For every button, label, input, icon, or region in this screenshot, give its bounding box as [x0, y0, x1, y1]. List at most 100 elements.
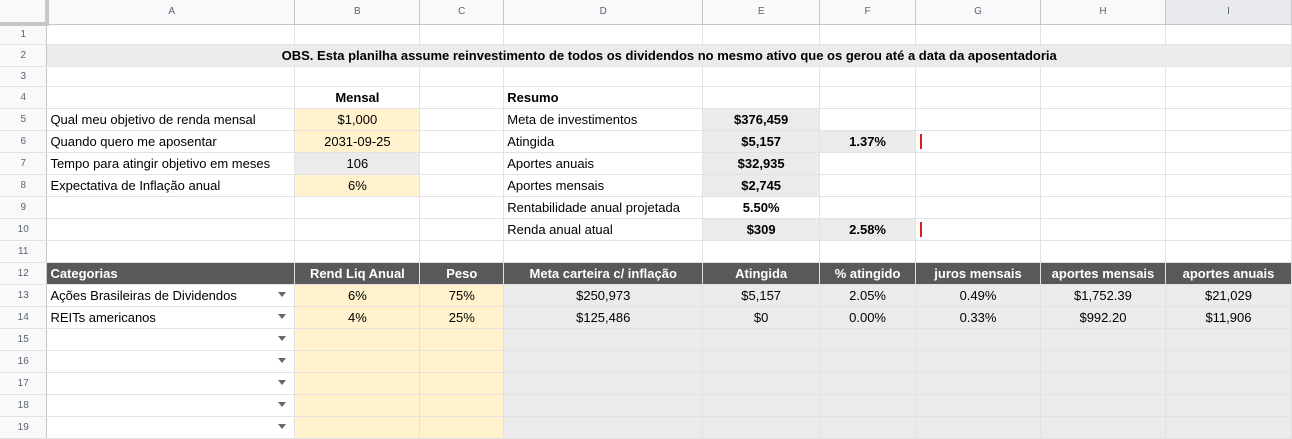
table-cell[interactable]: $11,906: [1165, 306, 1292, 329]
table-cell[interactable]: $5,157: [702, 284, 821, 307]
input-label[interactable]: Expectativa de Inflação anual: [46, 174, 296, 197]
category-dropdown[interactable]: REITs americanos: [46, 306, 296, 329]
cell[interactable]: [1165, 240, 1292, 263]
row-header[interactable]: 19: [0, 416, 48, 439]
table-header-juros[interactable]: juros mensais: [915, 262, 1041, 285]
sparkline-cell[interactable]: [915, 218, 1041, 241]
chevron-down-icon[interactable]: [278, 357, 287, 363]
table-cell[interactable]: 2.05%: [819, 284, 917, 307]
resumo-label[interactable]: Atingida: [503, 130, 704, 153]
cell[interactable]: [702, 240, 821, 263]
table-cell[interactable]: [1165, 372, 1292, 395]
chevron-down-icon[interactable]: [278, 423, 287, 429]
table-cell[interactable]: [294, 394, 421, 417]
table-cell[interactable]: [1040, 372, 1166, 395]
category-dropdown[interactable]: [46, 394, 296, 417]
column-header-b[interactable]: B: [294, 0, 421, 25]
category-dropdown[interactable]: [46, 416, 296, 439]
cell[interactable]: [819, 108, 917, 131]
cell[interactable]: [702, 24, 821, 45]
cell[interactable]: [702, 86, 821, 109]
table-header-peso[interactable]: Peso: [419, 262, 505, 285]
resumo-percent[interactable]: 1.37%: [819, 130, 917, 153]
table-cell[interactable]: [1040, 350, 1166, 373]
resumo-value[interactable]: $376,459: [702, 108, 821, 131]
cell[interactable]: [1165, 130, 1292, 153]
cell[interactable]: [1165, 218, 1292, 241]
cell[interactable]: [294, 24, 421, 45]
cell[interactable]: [819, 24, 917, 45]
table-cell[interactable]: [819, 328, 917, 351]
table-cell[interactable]: [702, 394, 821, 417]
row-header[interactable]: 6: [0, 130, 48, 153]
cell[interactable]: [1040, 174, 1166, 197]
column-header-c[interactable]: C: [419, 0, 505, 25]
cell[interactable]: [294, 66, 421, 87]
cell[interactable]: [915, 240, 1041, 263]
table-cell[interactable]: $250,973: [503, 284, 704, 307]
table-cell[interactable]: [702, 372, 821, 395]
table-header-meta[interactable]: Meta carteira c/ inflação: [503, 262, 704, 285]
table-cell[interactable]: [915, 416, 1041, 439]
resumo-label[interactable]: Rentabilidade anual projetada: [503, 196, 704, 219]
cell[interactable]: [419, 218, 505, 241]
cell[interactable]: [915, 24, 1041, 45]
chevron-down-icon[interactable]: [278, 401, 287, 407]
resumo-value[interactable]: $5,157: [702, 130, 821, 153]
cell[interactable]: [294, 196, 421, 219]
input-value[interactable]: 2031-09-25: [294, 130, 421, 153]
row-header[interactable]: 5: [0, 108, 48, 131]
row-header[interactable]: 3: [0, 66, 48, 87]
cell[interactable]: [1040, 24, 1166, 45]
cell[interactable]: [46, 240, 296, 263]
input-label[interactable]: Tempo para atingir objetivo em meses: [46, 152, 296, 175]
table-cell[interactable]: [294, 372, 421, 395]
table-cell[interactable]: [419, 416, 505, 439]
cell[interactable]: [915, 174, 1041, 197]
cell[interactable]: [46, 66, 296, 87]
cell[interactable]: [419, 240, 505, 263]
category-dropdown[interactable]: Ações Brasileiras de Dividendos: [46, 284, 296, 307]
cell[interactable]: [419, 152, 505, 175]
row-header[interactable]: 11: [0, 240, 48, 263]
resumo-percent[interactable]: 2.58%: [819, 218, 917, 241]
table-cell[interactable]: [419, 328, 505, 351]
cell[interactable]: [819, 86, 917, 109]
cell[interactable]: [1165, 152, 1292, 175]
row-header[interactable]: 12: [0, 262, 48, 285]
cell[interactable]: [1040, 196, 1166, 219]
sparkline-cell[interactable]: [915, 130, 1041, 153]
column-header-i[interactable]: I: [1165, 0, 1292, 25]
cell[interactable]: [915, 152, 1041, 175]
row-header[interactable]: 10: [0, 218, 48, 241]
cell[interactable]: [1165, 66, 1292, 87]
row-header[interactable]: 16: [0, 350, 48, 373]
table-cell[interactable]: [503, 394, 704, 417]
cell[interactable]: [1040, 152, 1166, 175]
table-cell[interactable]: [702, 416, 821, 439]
table-header-rend[interactable]: Rend Liq Anual: [294, 262, 421, 285]
resumo-label[interactable]: Aportes mensais: [503, 174, 704, 197]
table-cell[interactable]: [1040, 328, 1166, 351]
table-header-aportes-mensais[interactable]: aportes mensais: [1040, 262, 1166, 285]
column-header-g[interactable]: G: [915, 0, 1041, 25]
table-header-aportes-anuais[interactable]: aportes anuais: [1165, 262, 1292, 285]
table-cell[interactable]: [819, 350, 917, 373]
cell[interactable]: [1040, 86, 1166, 109]
table-cell[interactable]: [294, 416, 421, 439]
row-header[interactable]: 2: [0, 44, 48, 67]
resumo-value[interactable]: $32,935: [702, 152, 821, 175]
table-cell[interactable]: 25%: [419, 306, 505, 329]
cell[interactable]: [819, 152, 917, 175]
cell[interactable]: [46, 24, 296, 45]
cell[interactable]: [294, 240, 421, 263]
table-cell[interactable]: [1165, 394, 1292, 417]
table-cell[interactable]: [702, 328, 821, 351]
resumo-value[interactable]: 5.50%: [702, 196, 821, 219]
note-cell[interactable]: OBS. Esta planilha assume reinvestimento…: [46, 44, 1292, 67]
category-dropdown[interactable]: [46, 328, 296, 351]
table-cell[interactable]: [915, 372, 1041, 395]
row-header[interactable]: 17: [0, 372, 48, 395]
resumo-label[interactable]: Meta de investimentos: [503, 108, 704, 131]
table-cell[interactable]: [915, 328, 1041, 351]
